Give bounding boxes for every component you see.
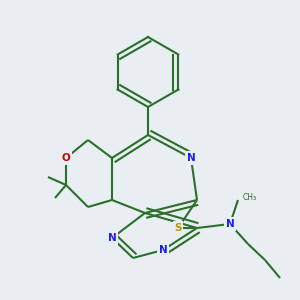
Text: S: S — [174, 223, 182, 233]
Text: CH₃: CH₃ — [243, 193, 257, 202]
Text: O: O — [61, 153, 70, 163]
Text: N: N — [159, 245, 167, 255]
Text: N: N — [108, 233, 116, 243]
Text: N: N — [187, 153, 195, 163]
Text: N: N — [226, 219, 234, 229]
